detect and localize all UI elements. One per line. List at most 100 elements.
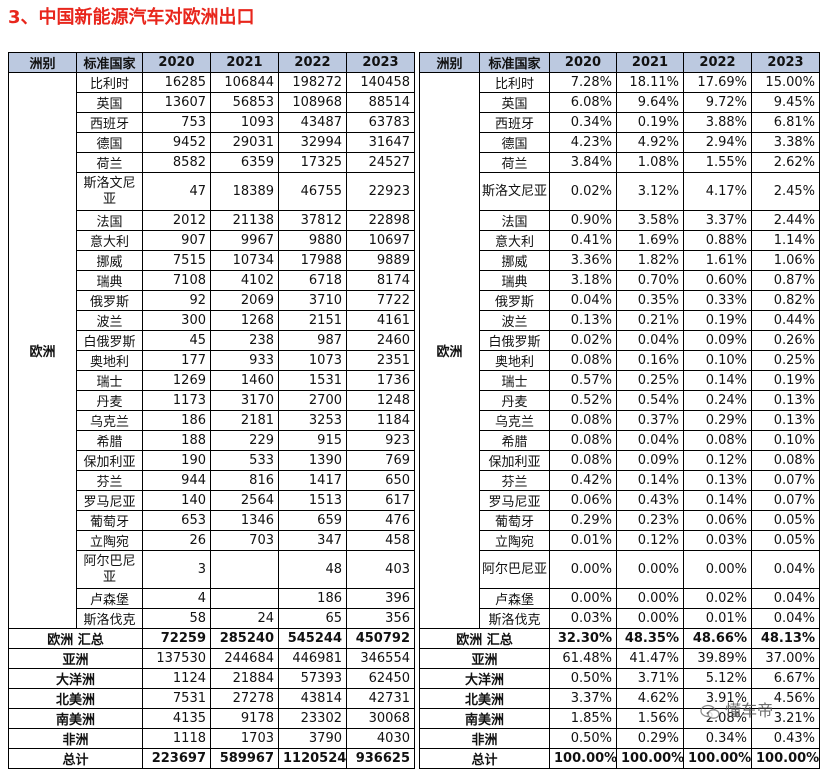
value-cell: 653 xyxy=(142,510,211,531)
header-2020: 2020 xyxy=(549,52,617,73)
value-cell: 37812 xyxy=(278,210,347,231)
value-cell: 18.11% xyxy=(616,72,684,93)
value-cell: 0.08% xyxy=(549,410,617,431)
value-cell: 915 xyxy=(278,430,347,451)
value-cell: 238 xyxy=(210,330,279,351)
value-cell xyxy=(210,550,279,589)
value-cell: 0.08% xyxy=(683,430,752,451)
table-row: 俄罗斯 0.04% 0.35% 0.33% 0.82% xyxy=(420,290,820,311)
country-cell: 保加利亚 xyxy=(479,450,550,471)
wechat-icon xyxy=(700,704,720,720)
table-row: 瑞士 1269 1460 1531 1736 xyxy=(9,370,415,391)
value-cell: 10697 xyxy=(346,230,415,251)
value-cell: 0.60% xyxy=(683,270,752,291)
value-cell: 186 xyxy=(142,410,211,431)
header-2022: 2022 xyxy=(683,52,752,73)
value-cell: 9880 xyxy=(278,230,347,251)
value-cell: 396 xyxy=(346,588,415,609)
value-cell: 30068 xyxy=(346,708,415,729)
value-cell: 0.14% xyxy=(616,470,684,491)
value-cell: 198272 xyxy=(278,72,347,93)
watermark: 懂车帝 xyxy=(700,697,818,723)
table-row: 卢森堡 4 186 396 xyxy=(9,588,415,609)
value-cell: 92 xyxy=(142,290,211,311)
value-cell: 13607 xyxy=(142,92,211,113)
value-cell: 2351 xyxy=(346,350,415,371)
value-cell: 24527 xyxy=(346,152,415,173)
table-row: 法国 2012 21138 37812 22898 xyxy=(9,210,415,231)
value-cell: 0.14% xyxy=(683,370,752,391)
table-row: 立陶宛 26 703 347 458 xyxy=(9,530,415,551)
region-row: 亚洲 61.48% 41.47% 39.89% 37.00% xyxy=(419,648,820,669)
value-cell: 32.30% xyxy=(549,628,617,649)
country-cell: 卢森堡 xyxy=(76,588,143,609)
value-cell: 100.00% xyxy=(616,748,684,769)
value-cell: 3.38% xyxy=(751,132,820,153)
value-cell: 244684 xyxy=(210,648,279,669)
value-cell: 0.03% xyxy=(549,608,617,629)
value-cell: 1173 xyxy=(142,390,211,411)
value-cell: 1.08% xyxy=(616,152,684,173)
value-cell: 56853 xyxy=(210,92,279,113)
table-row: 波兰 0.13% 0.21% 0.19% 0.44% xyxy=(420,310,820,331)
value-cell: 1.61% xyxy=(683,250,752,271)
value-cell: 7531 xyxy=(142,688,211,709)
value-cell: 347 xyxy=(278,530,347,551)
table-row: 法国 0.90% 3.58% 3.37% 2.44% xyxy=(420,210,820,231)
value-cell: 43814 xyxy=(278,688,347,709)
value-cell: 0.01% xyxy=(683,608,752,629)
value-cell: 4.62% xyxy=(616,688,684,709)
table-row: 荷兰 8582 6359 17325 24527 xyxy=(9,152,415,173)
value-cell: 100.00% xyxy=(549,748,617,769)
value-cell: 16285 xyxy=(142,72,211,93)
value-cell: 57393 xyxy=(278,668,347,689)
value-cell: 1.85% xyxy=(549,708,617,729)
country-cell: 波兰 xyxy=(479,310,550,331)
value-cell: 0.04% xyxy=(616,430,684,451)
value-cell: 9.72% xyxy=(683,92,752,113)
row-label: 非洲 xyxy=(8,728,143,749)
country-cell: 斯洛伐克 xyxy=(479,608,550,629)
country-cell: 荷兰 xyxy=(76,152,143,173)
table-row: 卢森堡 0.00% 0.00% 0.02% 0.04% xyxy=(420,588,820,609)
value-cell: 88514 xyxy=(346,92,415,113)
value-cell: 17988 xyxy=(278,250,347,271)
value-cell: 1.55% xyxy=(683,152,752,173)
table-row: 斯洛文尼亚 47 18389 46755 22923 xyxy=(9,172,415,211)
region-cell: 欧洲 xyxy=(419,72,480,629)
value-cell: 4.23% xyxy=(549,132,617,153)
value-cell: 9889 xyxy=(346,250,415,271)
value-cell: 1.56% xyxy=(616,708,684,729)
country-cell: 斯洛文尼亚 xyxy=(479,172,550,211)
value-cell: 0.13% xyxy=(683,470,752,491)
value-cell: 0.13% xyxy=(751,410,820,431)
export-count-table: 洲别 标准国家 2020 2021 2022 2023 欧洲 比利时 16285 10… xyxy=(8,52,415,769)
value-cell: 0.10% xyxy=(683,350,752,371)
value-cell: 1269 xyxy=(142,370,211,391)
value-cell: 61.48% xyxy=(549,648,617,669)
region-row: 南美洲 1.85% 1.56% 2.08% 3.21% xyxy=(419,708,820,729)
value-cell xyxy=(210,588,279,609)
value-cell: 21138 xyxy=(210,210,279,231)
value-cell: 2069 xyxy=(210,290,279,311)
value-cell: 0.50% xyxy=(549,728,617,749)
value-cell: 190 xyxy=(142,450,211,471)
country-cell: 英国 xyxy=(76,92,143,113)
value-cell: 72259 xyxy=(142,628,211,649)
value-cell: 4135 xyxy=(142,708,211,729)
country-cell: 法国 xyxy=(479,210,550,231)
country-cell: 乌克兰 xyxy=(76,410,143,431)
value-cell: 4.92% xyxy=(616,132,684,153)
value-cell: 0.43% xyxy=(616,490,684,511)
value-cell: 0.04% xyxy=(751,608,820,629)
country-cell: 瑞士 xyxy=(479,370,550,391)
value-cell: 1.82% xyxy=(616,250,684,271)
value-cell: 346554 xyxy=(346,648,415,669)
value-cell: 0.00% xyxy=(616,608,684,629)
value-cell: 1736 xyxy=(346,370,415,391)
value-cell: 1.14% xyxy=(751,230,820,251)
value-cell: 0.19% xyxy=(616,112,684,133)
value-cell: 650 xyxy=(346,470,415,491)
value-cell: 42731 xyxy=(346,688,415,709)
table-row: 欧洲 比利时 7.28% 18.11% 17.69% 15.00% xyxy=(419,72,820,629)
